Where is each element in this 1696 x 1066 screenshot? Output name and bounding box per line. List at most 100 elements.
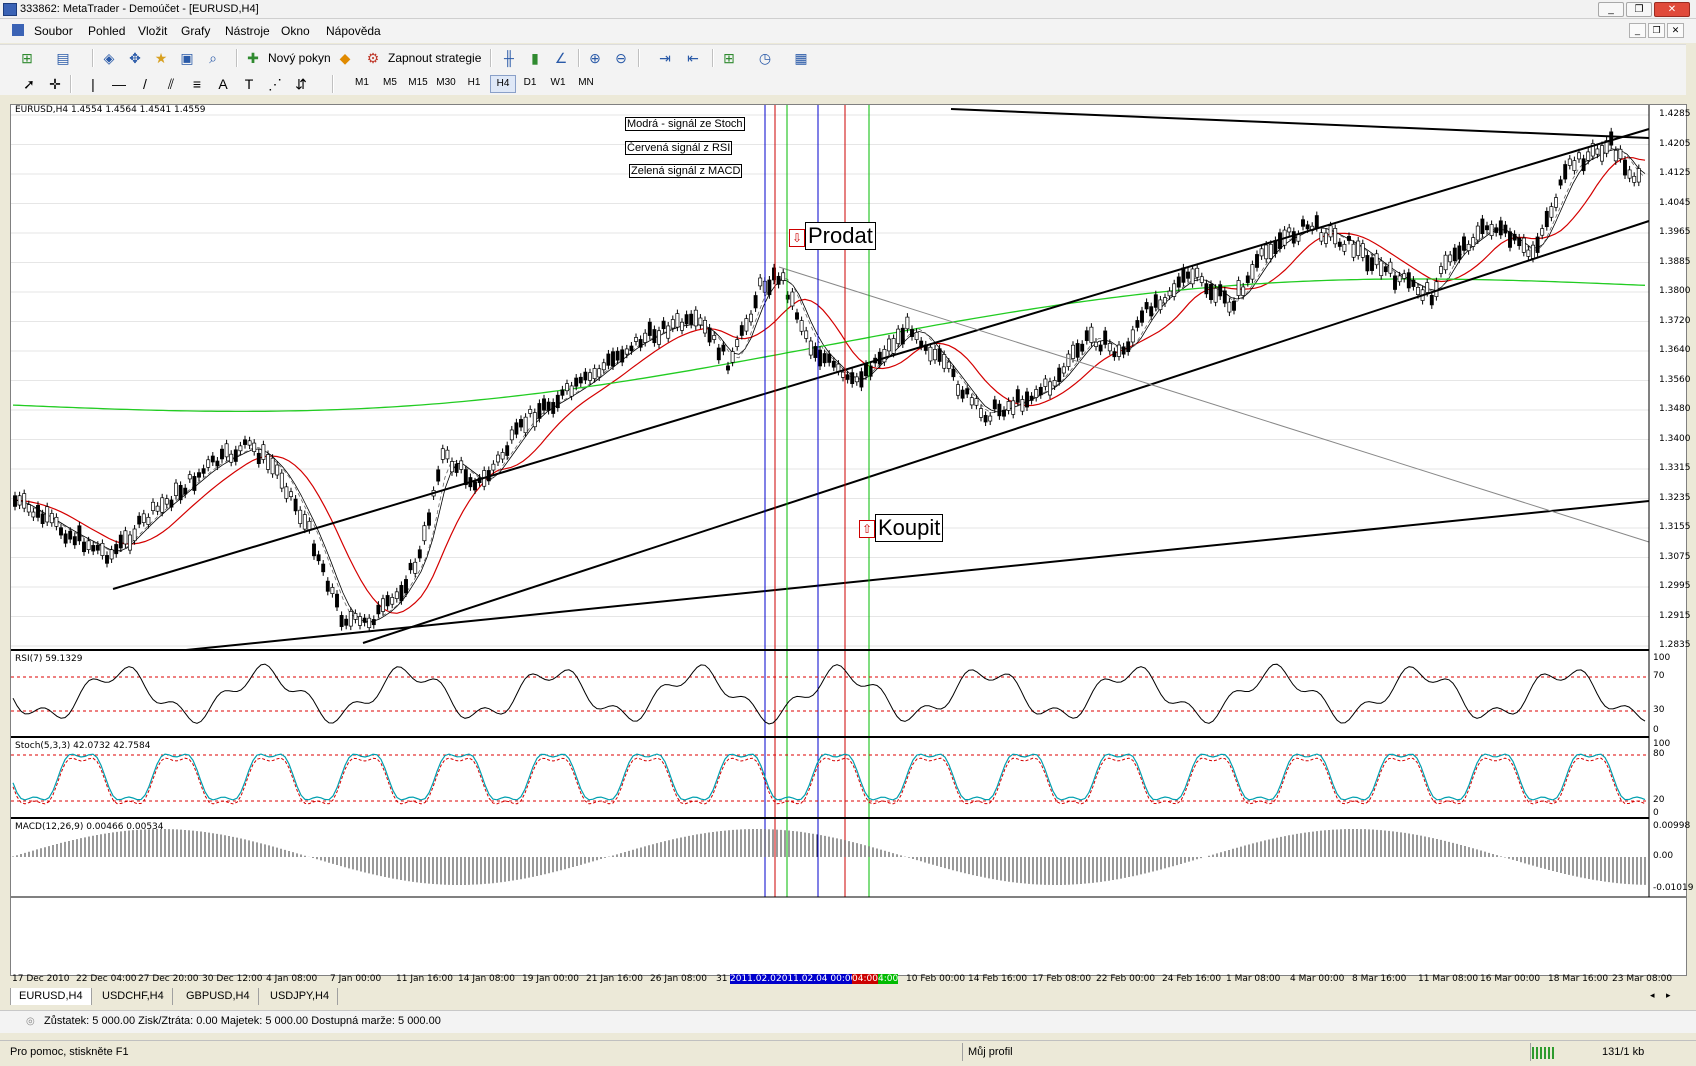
timeframe-mn[interactable]: MN	[578, 77, 594, 88]
channel-icon[interactable]: ⫽	[167, 76, 175, 92]
time-tick: 1 Mar 08:00	[1226, 974, 1281, 984]
tab-usdchf[interactable]: USDCHF,H4	[94, 988, 173, 1005]
time-tick: 14 Feb 16:00	[968, 974, 1028, 984]
menu-pohled[interactable]: Pohled	[88, 24, 126, 38]
navigator-icon[interactable]: ✥	[129, 50, 141, 66]
close-button[interactable]: ✕	[1654, 2, 1690, 17]
tester-icon[interactable]: ⌕	[209, 50, 217, 66]
zoom-out-icon[interactable]: ⊖	[615, 50, 627, 66]
sell-label[interactable]: Prodat	[805, 222, 876, 250]
mdi-minimize-button[interactable]: _	[1629, 23, 1646, 38]
time-tick: 14 Jan 08:00	[458, 974, 515, 984]
timeframe-h1[interactable]: H1	[467, 77, 481, 88]
price-tick: 1.2835	[1659, 640, 1691, 650]
timeframe-m1[interactable]: M1	[355, 77, 369, 88]
tab-scroll-right-icon[interactable]: ▸	[1666, 990, 1671, 1000]
macd-header: MACD(12,26,9) 0.00466 0.00534	[15, 822, 164, 832]
tab-usdjpy[interactable]: USDJPY,H4	[262, 988, 339, 1005]
menu-nastroje[interactable]: Nástroje	[225, 24, 270, 38]
time-tick: 17 Feb 08:00	[1032, 974, 1092, 984]
chart-header: EURUSD,H4 1.4554 1.4564 1.4541 1.4559	[15, 105, 206, 115]
horizontal-line-icon[interactable]: —	[112, 76, 126, 92]
profiles-icon[interactable]: ▤	[56, 50, 70, 66]
timeframe-d1[interactable]: D1	[523, 77, 537, 88]
vertical-scrollbar[interactable]	[1686, 44, 1696, 1066]
price-tick: 1.2915	[1659, 610, 1691, 621]
price-tick: 1.3075	[1659, 551, 1691, 562]
mdi-restore-button[interactable]: ❐	[1648, 23, 1665, 38]
vertical-line-icon[interactable]: |	[91, 76, 95, 92]
status-traffic: 131/1 kb	[1602, 1046, 1645, 1058]
tab-scroll-left-icon[interactable]: ◂	[1650, 990, 1655, 1000]
new-order-icon[interactable]: ✚	[247, 50, 259, 66]
chart-canvas[interactable]	[11, 105, 1686, 975]
note-stoch[interactable]: Modrá - signál ze Stoch	[625, 117, 745, 131]
rsi-tick: 0	[1653, 725, 1659, 735]
menu-vlozit[interactable]: Vložit	[138, 24, 168, 38]
text-icon[interactable]: A	[218, 76, 228, 92]
window-title: 333862: MetaTrader - Demoúčet - [EURUSD,…	[20, 3, 259, 15]
label-icon[interactable]: T	[244, 76, 254, 92]
gann-icon[interactable]: ⋰	[268, 76, 282, 92]
note-macd[interactable]: Zelená signál z MACD	[629, 164, 743, 178]
fibonacci-icon[interactable]: ≡	[192, 76, 202, 92]
price-tick: 1.4125	[1659, 168, 1691, 178]
stoch-tick: 80	[1653, 749, 1665, 759]
favorites-icon[interactable]: ★	[154, 50, 168, 66]
periods-icon[interactable]: ◷	[758, 50, 772, 66]
metaeditor-icon[interactable]: ◆	[339, 50, 351, 66]
buy-label[interactable]: Koupit	[875, 514, 944, 542]
market-watch-icon[interactable]: ◈	[103, 50, 115, 66]
templates-icon[interactable]: ▦	[794, 50, 808, 66]
restore-button[interactable]: ❐	[1626, 2, 1652, 17]
menu-okno[interactable]: Okno	[281, 24, 310, 38]
tab-eurusd[interactable]: EURUSD,H4	[10, 988, 92, 1005]
timeframe-m30[interactable]: M30	[436, 77, 456, 88]
timeframe-w1[interactable]: W1	[550, 77, 566, 88]
line-chart-icon[interactable]: ∠	[554, 50, 568, 66]
buy-arrow-icon: ⇧	[859, 520, 875, 538]
timeframe-m5[interactable]: M5	[383, 77, 397, 88]
indicator-lines	[12, 663, 1646, 885]
strategy-button[interactable]: Zapnout strategie	[388, 51, 482, 65]
time-tick: 4 Mar 00:00	[1290, 974, 1345, 984]
strategy-icon[interactable]: ⚙	[366, 50, 380, 66]
indicators-icon[interactable]: ⊞	[723, 50, 735, 66]
menu-grafy[interactable]: Grafy	[181, 24, 211, 38]
app-icon	[3, 3, 17, 16]
account-summary: Zůstatek: 5 000.00 Zisk/Ztráta: 0.00 Maj…	[44, 1015, 441, 1027]
new-order-button[interactable]: Nový pokyn	[268, 51, 331, 65]
time-tick: 30 Dec 12:00	[202, 974, 263, 984]
timeframe-m15[interactable]: M15	[408, 77, 428, 88]
terminal-icon[interactable]: ▣	[180, 50, 194, 66]
standard-toolbar: ⊞ ▤ ◈ ✥ ★ ▣ ⌕ ✚ Nový pokyn ◆ ⚙ Zapnout s…	[0, 44, 1696, 71]
trendline-icon[interactable]: /	[143, 76, 147, 92]
stoch-header: Stoch(5,3,3) 42.0732 42.7584	[15, 741, 151, 751]
stoch-tick: 100	[1653, 739, 1671, 749]
candlestick-icon[interactable]: ▮	[531, 50, 539, 66]
new-chart-icon[interactable]: ⊞	[21, 50, 33, 66]
cursor-icon[interactable]: ➚	[23, 76, 35, 92]
menu-soubor[interactable]: Soubor	[34, 24, 73, 38]
minimize-button[interactable]: _	[1598, 2, 1624, 17]
time-tick: 10 Feb 00:00	[906, 974, 966, 984]
price-tick: 1.3155	[1659, 522, 1691, 532]
autoscroll-icon[interactable]: ⇥	[659, 50, 671, 66]
chart-area[interactable]: EURUSD,H4 1.4554 1.4564 1.4541 1.4559 RS…	[10, 104, 1693, 976]
timeframe-h4[interactable]: H4	[490, 75, 516, 93]
arrows-icon[interactable]: ⇵	[295, 76, 307, 92]
status-profile[interactable]: Můj profil	[968, 1046, 1013, 1058]
indicator-panes	[11, 105, 1686, 898]
menu-napoveda[interactable]: Nápověda	[326, 24, 381, 38]
chart-shift-icon[interactable]: ⇤	[687, 50, 699, 66]
zoom-in-icon[interactable]: ⊕	[589, 50, 601, 66]
stoch-tick: 0	[1653, 808, 1659, 818]
mdi-close-button[interactable]: ✕	[1667, 23, 1684, 38]
price-tick: 1.3235	[1659, 492, 1691, 503]
crosshair-icon[interactable]: ✛	[49, 76, 61, 92]
note-rsi[interactable]: Červená signál z RSI	[625, 141, 733, 155]
bar-chart-icon[interactable]: ╫	[504, 50, 514, 66]
rsi-header: RSI(7) 59.1329	[15, 654, 83, 664]
tab-gbpusd[interactable]: GBPUSD,H4	[178, 988, 259, 1005]
